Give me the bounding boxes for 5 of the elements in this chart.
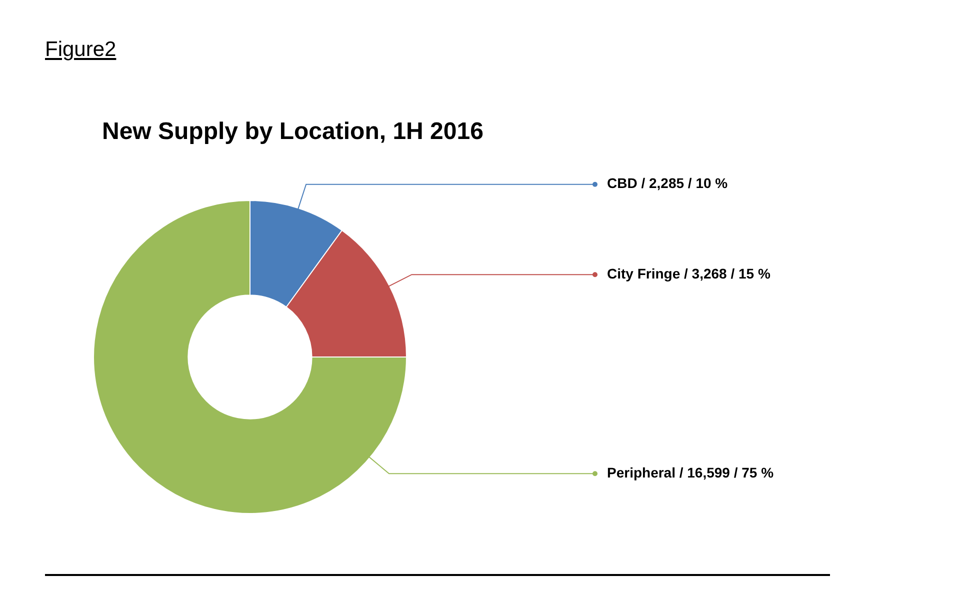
chart-title: New Supply by Location, 1H 2016	[102, 118, 484, 146]
caption: Figure2	[45, 38, 116, 62]
legend-label: Peripheral / 16,599 / 75 %	[607, 464, 774, 481]
legend-label: City Fringe / 3,268 / 15 %	[607, 265, 771, 282]
legend-label: CBD / 2,285 / 10 %	[607, 175, 728, 192]
